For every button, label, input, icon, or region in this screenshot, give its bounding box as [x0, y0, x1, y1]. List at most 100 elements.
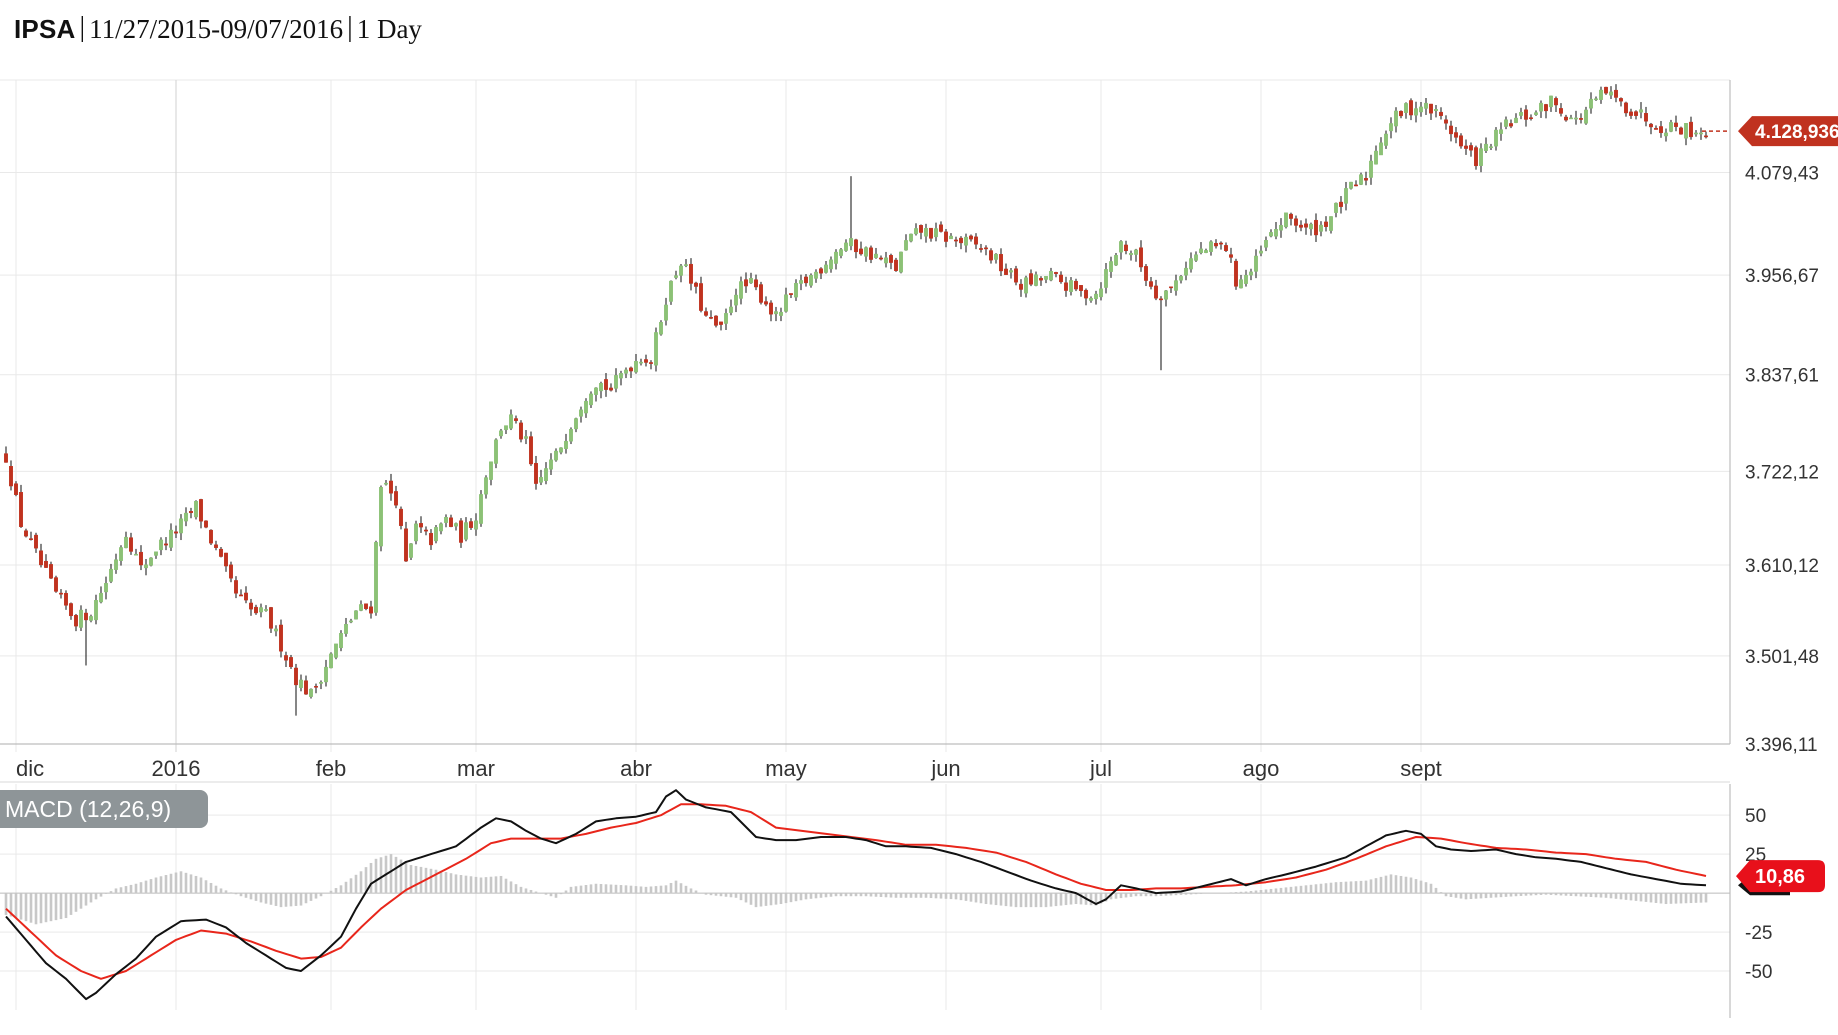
candle[interactable] — [864, 246, 869, 262]
candle[interactable] — [1063, 276, 1068, 297]
candle[interactable] — [1398, 110, 1403, 119]
candle[interactable] — [108, 563, 113, 584]
candle[interactable] — [1243, 269, 1248, 287]
candle[interactable] — [559, 447, 564, 455]
candle[interactable] — [193, 500, 198, 520]
candle[interactable] — [1428, 103, 1433, 120]
candle[interactable] — [1058, 271, 1063, 284]
candle[interactable] — [54, 575, 59, 593]
candle[interactable] — [924, 223, 929, 243]
candle[interactable] — [1353, 180, 1358, 187]
candle[interactable] — [269, 606, 274, 633]
candle[interactable] — [1283, 212, 1288, 229]
candle[interactable] — [989, 248, 994, 264]
candle[interactable] — [379, 485, 384, 552]
candle[interactable] — [8, 460, 13, 491]
candle[interactable] — [614, 368, 619, 393]
candle[interactable] — [959, 236, 964, 250]
candle[interactable] — [894, 257, 899, 272]
candle[interactable] — [899, 251, 904, 274]
candle[interactable] — [1333, 202, 1338, 218]
candle[interactable] — [589, 391, 594, 408]
candle[interactable] — [674, 270, 679, 280]
candle[interactable] — [1083, 288, 1088, 306]
candle[interactable] — [554, 448, 559, 462]
candle[interactable] — [459, 518, 464, 548]
candle[interactable] — [93, 594, 98, 625]
candle[interactable] — [1698, 127, 1703, 140]
candle[interactable] — [1004, 263, 1009, 275]
candle[interactable] — [1673, 115, 1678, 132]
candle[interactable] — [44, 554, 49, 568]
candle[interactable] — [404, 521, 409, 562]
candle[interactable] — [479, 490, 484, 527]
candle[interactable] — [839, 248, 844, 259]
candle[interactable] — [1603, 86, 1608, 95]
candle[interactable] — [1198, 242, 1203, 255]
candle[interactable] — [1019, 279, 1024, 297]
candle[interactable] — [98, 586, 103, 604]
candle[interactable] — [1388, 117, 1393, 139]
candle[interactable] — [789, 293, 794, 299]
candle[interactable] — [579, 406, 584, 423]
candle[interactable] — [173, 525, 178, 538]
candle[interactable] — [1038, 276, 1043, 286]
candle[interactable] — [1133, 248, 1138, 262]
candle[interactable] — [429, 529, 434, 550]
candle[interactable] — [499, 428, 504, 439]
candle[interactable] — [1258, 245, 1263, 257]
candle[interactable] — [944, 228, 949, 248]
candle[interactable] — [1558, 103, 1563, 117]
candle[interactable] — [1278, 218, 1283, 238]
candle[interactable] — [1148, 276, 1153, 290]
candle[interactable] — [949, 233, 954, 240]
candle[interactable] — [1688, 116, 1693, 140]
candle[interactable] — [153, 551, 158, 559]
candle[interactable] — [684, 259, 689, 268]
candle[interactable] — [424, 526, 429, 536]
candle[interactable] — [203, 520, 208, 529]
candle[interactable] — [148, 557, 153, 567]
candle[interactable] — [1023, 275, 1028, 298]
candle[interactable] — [1298, 220, 1303, 232]
candle[interactable] — [309, 688, 314, 699]
candle[interactable] — [213, 540, 218, 551]
candle[interactable] — [1418, 102, 1423, 117]
candle[interactable] — [198, 498, 203, 529]
macd-label[interactable]: MACD (12,26,9) — [0, 790, 208, 828]
candle[interactable] — [1113, 252, 1118, 266]
candle[interactable] — [1683, 123, 1688, 146]
candle[interactable] — [1343, 181, 1348, 211]
candle[interactable] — [143, 559, 148, 576]
candle[interactable] — [504, 425, 509, 435]
candle[interactable] — [679, 263, 684, 283]
candle[interactable] — [1433, 105, 1438, 118]
candle[interactable] — [1188, 252, 1193, 273]
candle[interactable] — [874, 247, 879, 259]
candle[interactable] — [103, 576, 108, 600]
candle[interactable] — [819, 267, 824, 280]
candle[interactable] — [399, 506, 404, 530]
candle[interactable] — [699, 276, 704, 313]
candle[interactable] — [1103, 262, 1108, 294]
candle[interactable] — [744, 272, 749, 293]
candle[interactable] — [1478, 143, 1483, 173]
candle[interactable] — [494, 438, 499, 469]
candle[interactable] — [1663, 128, 1668, 142]
candle[interactable] — [1223, 242, 1228, 253]
candle[interactable] — [1228, 247, 1233, 263]
candle[interactable] — [1643, 106, 1648, 127]
candle[interactable] — [259, 603, 264, 618]
candle[interactable] — [3, 446, 8, 463]
candle[interactable] — [1568, 114, 1573, 120]
candle[interactable] — [253, 604, 258, 615]
candle[interactable] — [1458, 133, 1463, 149]
candle[interactable] — [919, 224, 924, 240]
candle[interactable] — [1483, 137, 1488, 153]
candle[interactable] — [1473, 145, 1478, 170]
candle[interactable] — [1463, 139, 1468, 155]
candle[interactable] — [319, 680, 324, 690]
candle[interactable] — [1633, 110, 1638, 120]
candle[interactable] — [469, 518, 474, 530]
candle[interactable] — [664, 297, 669, 326]
